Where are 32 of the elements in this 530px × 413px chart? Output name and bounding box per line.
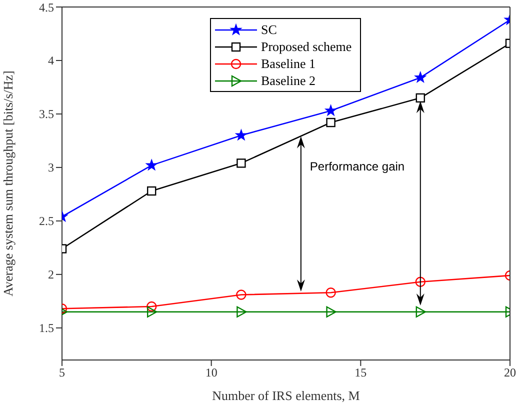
x-tick-label: 5 [59, 366, 65, 380]
point [326, 306, 336, 318]
point [326, 288, 336, 298]
y-tick-label: 4 [48, 54, 54, 68]
x-tick-label: 10 [205, 366, 218, 380]
point [236, 158, 246, 168]
y-tick-label: 3 [48, 160, 54, 175]
y-tick-label: 1.5 [39, 321, 54, 336]
point [414, 72, 426, 82]
point [146, 301, 157, 312]
y-tick-label: 2.5 [39, 214, 54, 228]
y-tick-label: 4.5 [39, 0, 54, 14]
point [147, 306, 158, 318]
x-axis-title: Number of IRS elements, M [212, 388, 360, 403]
x-tick-label: 20 [504, 366, 516, 380]
point [236, 290, 246, 300]
point [415, 276, 426, 288]
y-tick-label: 3.5 [39, 107, 54, 122]
point [147, 186, 156, 196]
point [325, 104, 336, 116]
point [236, 306, 247, 318]
annotation: Performance gain [310, 160, 405, 174]
y-axis-title: Average system sum throughput [bits/s/Hz] [0, 70, 16, 296]
y-tick-label: 2 [48, 268, 54, 282]
point [236, 129, 247, 140]
x-tick-label: 15 [354, 366, 367, 380]
legend-label: SC [261, 22, 277, 38]
point [326, 118, 336, 128]
legend-label: Baseline 2 [261, 72, 316, 88]
legend-label: Baseline 1 [261, 56, 316, 72]
legend-label: Proposed scheme [261, 38, 352, 54]
point [416, 93, 425, 103]
